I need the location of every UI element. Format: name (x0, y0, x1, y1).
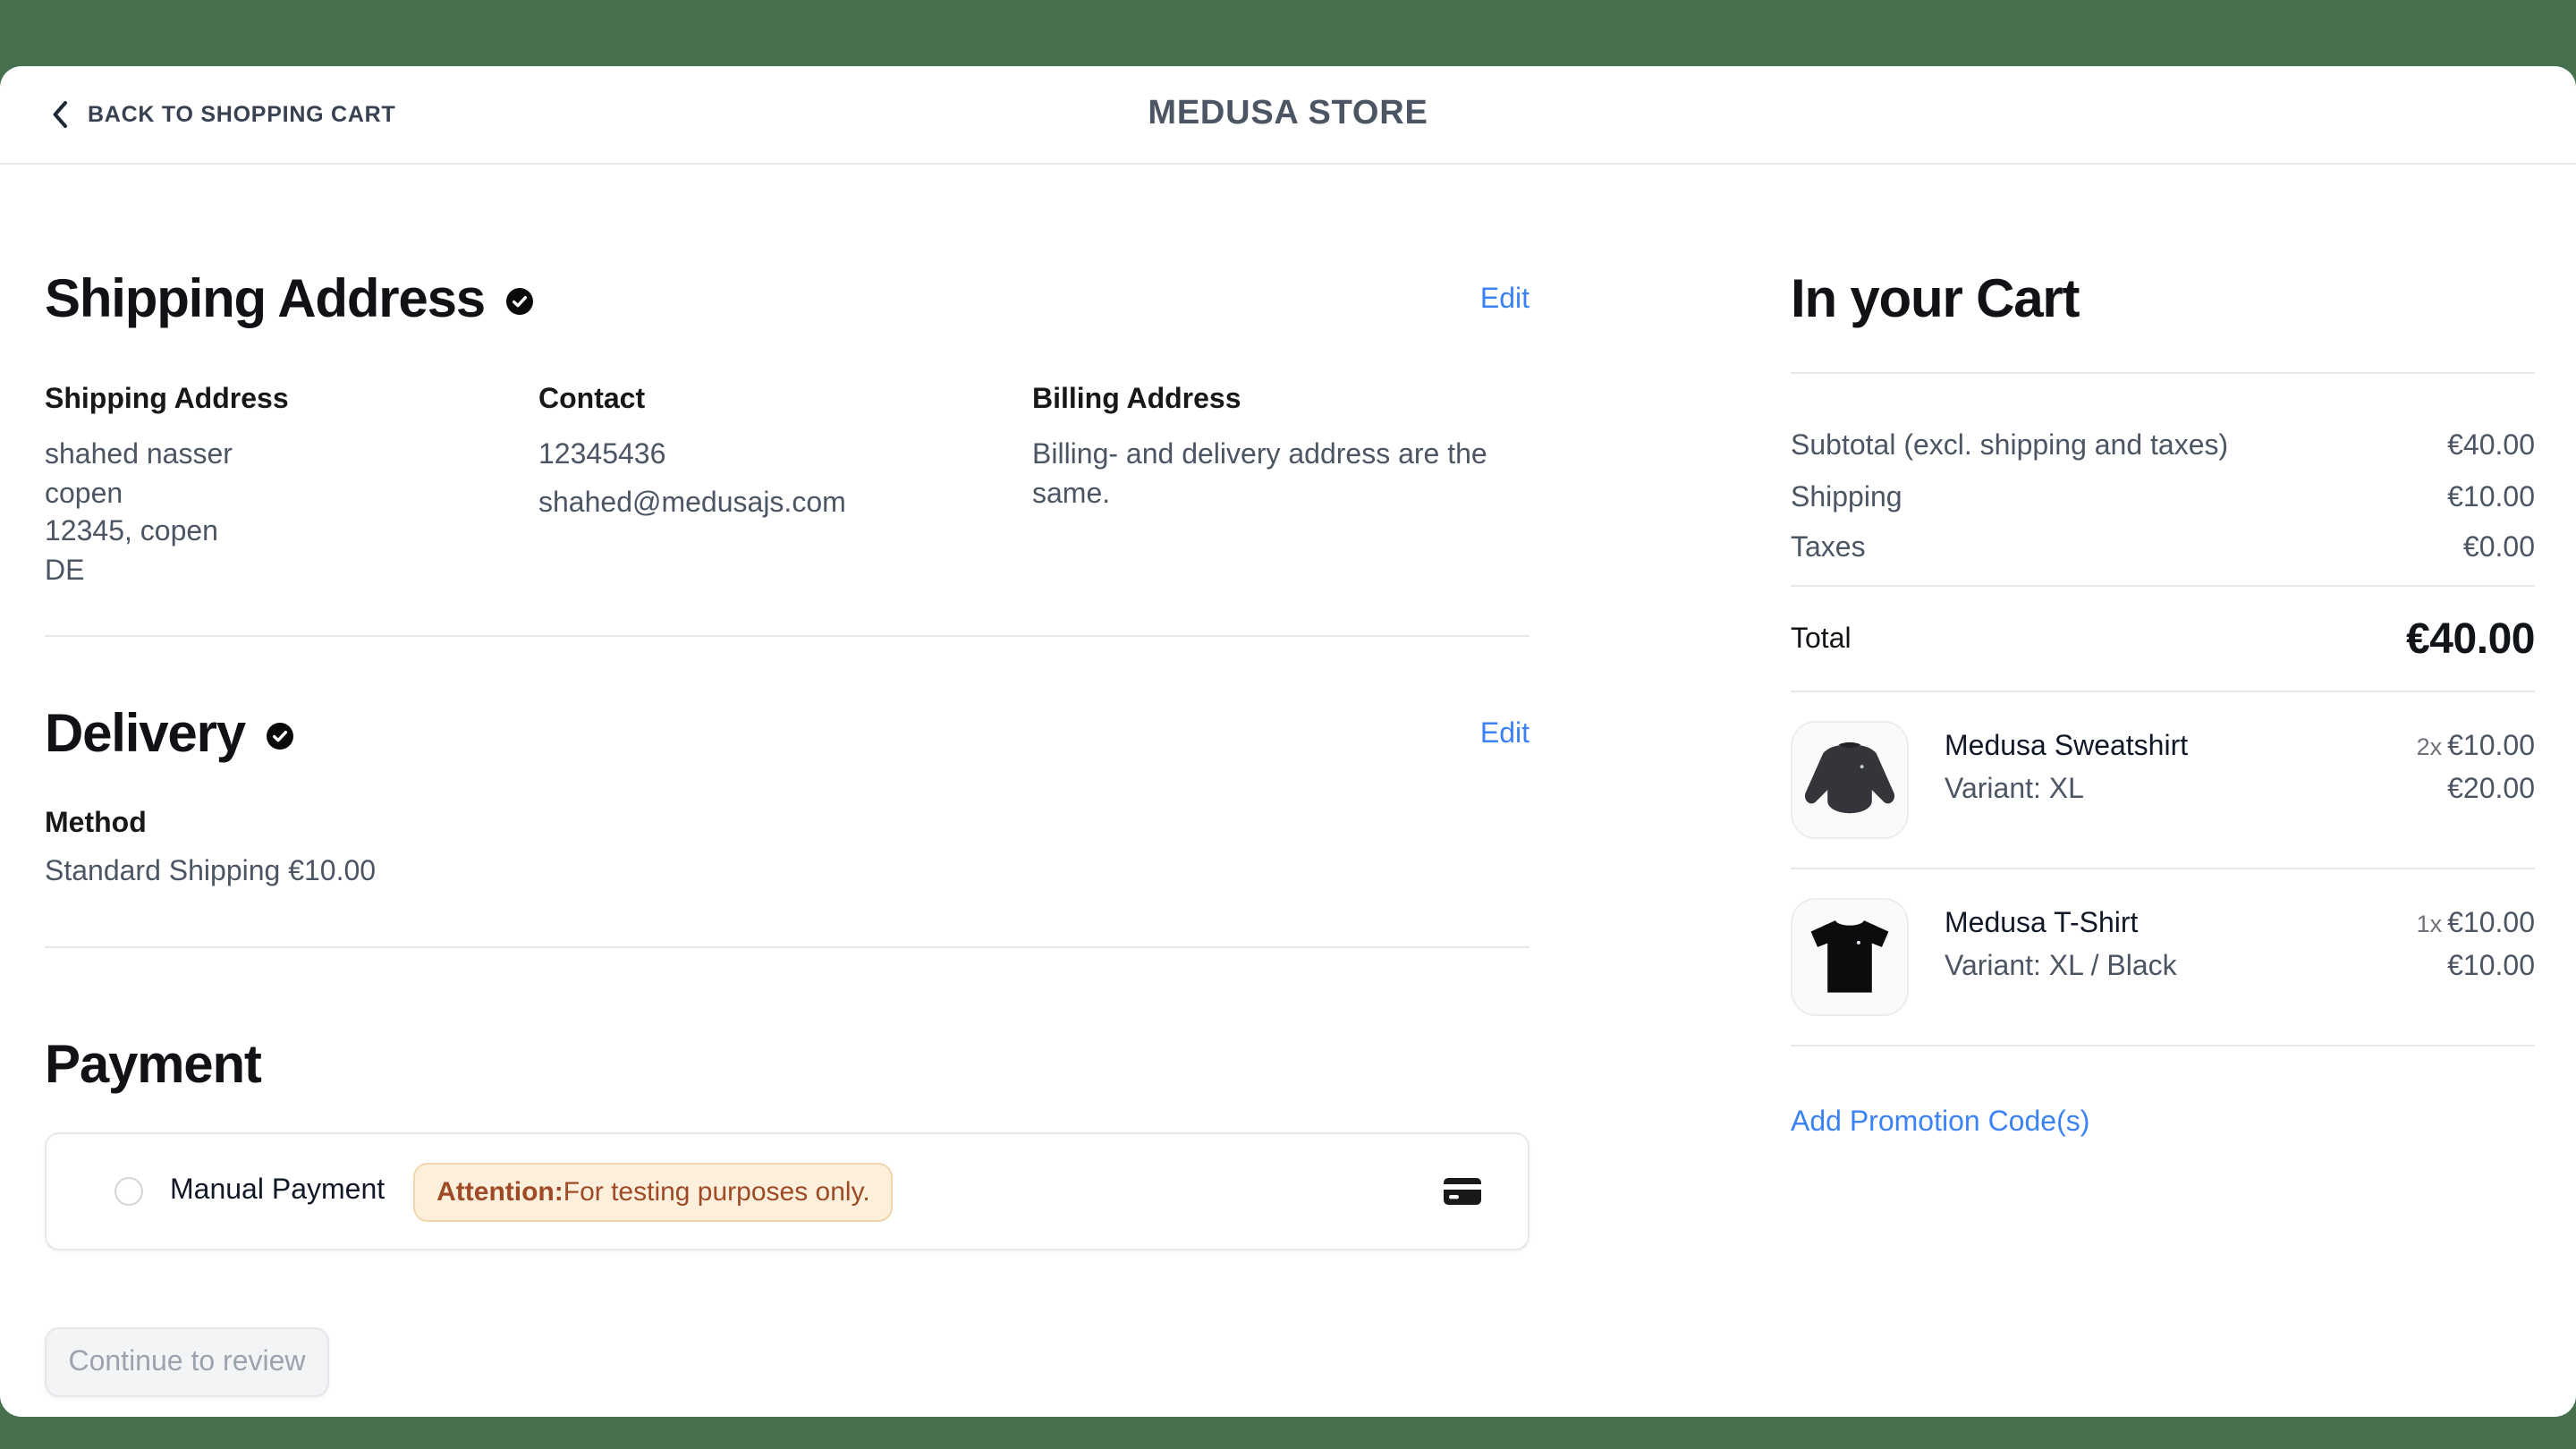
contact-column: Contact 12345436 shahed@medusajs.com (538, 381, 1032, 590)
item-name: Medusa Sweatshirt (1945, 731, 2189, 761)
chevron-left-icon (52, 100, 68, 129)
subtotal-label: Subtotal (excl. shipping and taxes) (1791, 431, 2229, 462)
delivery-method-summary: Method Standard Shipping €10.00 (45, 805, 1530, 891)
sweatshirt-image (1794, 724, 1905, 835)
contact-phone: 12345436 (538, 440, 666, 470)
total-value: €40.00 (2406, 614, 2535, 663)
method-value: Standard Shipping €10.00 (45, 857, 377, 887)
attention-badge-text: For testing purposes only. (563, 1176, 870, 1207)
contact-label: Contact (538, 385, 646, 415)
address-line: copen (45, 479, 123, 509)
payment-radio[interactable] (114, 1177, 143, 1206)
add-promotion-code-link[interactable]: Add Promotion Code(s) (1791, 1106, 2090, 1137)
cart-summary: In your Cart Subtotal (excl. shipping an… (1791, 165, 2535, 1397)
back-to-cart-link[interactable]: BACK TO SHOPPING CART (52, 100, 396, 129)
store-title: MEDUSA STORE (1148, 95, 1428, 132)
cart-divider (1791, 584, 2535, 586)
section-divider (45, 946, 1530, 948)
item-variant: Variant: XL / Black (1945, 951, 2177, 981)
item-unit-price: €10.00 (2447, 908, 2535, 938)
delivery-title: Delivery (45, 705, 246, 764)
item-quantity: 1x (2416, 910, 2443, 936)
back-link-label: BACK TO SHOPPING CART (88, 102, 396, 127)
method-label: Method (45, 809, 147, 839)
item-line-total: €10.00 (2447, 951, 2535, 981)
shipping-row: Shipping €10.00 (1791, 479, 2535, 517)
credit-card-icon (1444, 1177, 1481, 1206)
address-line: shahed nasser (45, 440, 233, 470)
shipping-address-column: Shipping Address shahed nasser copen 123… (45, 381, 538, 590)
attention-badge-strong: Attention: (436, 1176, 564, 1207)
section-divider (45, 635, 1530, 637)
cart-divider (1791, 867, 2535, 869)
cart-divider (1791, 1044, 2535, 1046)
billing-column: Billing Address Billing- and delivery ad… (1032, 381, 1526, 590)
billing-same-text: Billing- and delivery address are the sa… (1032, 440, 1487, 510)
contact-email: shahed@medusajs.com (538, 487, 846, 518)
subtotal-row: Subtotal (excl. shipping and taxes) €40.… (1791, 428, 2535, 466)
shipping-label: Shipping (1791, 482, 1902, 513)
total-label: Total (1791, 623, 1852, 654)
taxes-row: Taxes €0.00 (1791, 530, 2535, 568)
edit-shipping-link[interactable]: Edit (1479, 284, 1530, 315)
payment-option-label: Manual Payment (170, 1175, 386, 1206)
taxes-value: €0.00 (2462, 533, 2535, 564)
address-summary: Shipping Address shahed nasser copen 123… (45, 381, 1530, 590)
total-row: Total €40.00 (1791, 613, 2535, 666)
continue-to-review-button[interactable]: Continue to review (45, 1327, 329, 1397)
site-header: BACK TO SHOPPING CART MEDUSA STORE (0, 66, 2576, 165)
item-name: Medusa T-Shirt (1945, 908, 2139, 938)
item-prices: 1x €10.00 €10.00 (2417, 897, 2535, 1015)
cart-totals: Subtotal (excl. shipping and taxes) €40.… (1791, 428, 2535, 568)
attention-badge: Attention: For testing purposes only. (413, 1162, 894, 1221)
shipping-title: Shipping Address (45, 270, 486, 329)
item-unit-price: €10.00 (2447, 731, 2535, 761)
taxes-label: Taxes (1791, 533, 1866, 564)
cart-divider (1791, 690, 2535, 691)
address-line: 12345, copen (45, 517, 218, 547)
shipping-address-label: Shipping Address (45, 385, 289, 415)
payment-option-manual[interactable]: Manual Payment Attention: For testing pu… (45, 1132, 1530, 1250)
check-circle-icon (505, 287, 533, 323)
tshirt-image (1794, 901, 1905, 1012)
subtotal-value: €40.00 (2447, 431, 2535, 462)
cart-item-tshirt: Medusa T-Shirt Variant: XL / Black 1x €10… (1791, 869, 2535, 1044)
shipping-value: €10.00 (2447, 482, 2535, 513)
item-prices: 2x €10.00 €20.00 (2417, 720, 2535, 838)
product-thumbnail (1791, 897, 1909, 1015)
storefront-window: BACK TO SHOPPING CART MEDUSA STORE Shipp… (0, 66, 2576, 1417)
payment-section-header: Payment (45, 1032, 1530, 1100)
item-info: Medusa T-Shirt Variant: XL / Black (1945, 897, 2177, 1015)
cart-item-sweatshirt: Medusa Sweatshirt Variant: XL 2x €10.00 €… (1791, 691, 2535, 867)
shipping-section-header: Shipping Address Edit (45, 267, 1530, 335)
cart-title: In your Cart (1791, 270, 2080, 329)
payment-title: Payment (45, 1036, 262, 1095)
delivery-section-header: Delivery Edit (45, 701, 1530, 769)
check-circle-icon (266, 722, 293, 758)
item-line-total: €20.00 (2447, 774, 2535, 804)
product-thumbnail (1791, 720, 1909, 838)
checkout-content: Shipping Address Edit Shipping Address s… (0, 165, 2576, 1397)
checkout-steps: Shipping Address Edit Shipping Address s… (45, 165, 1530, 1397)
item-quantity: 2x (2416, 733, 2443, 759)
edit-delivery-link[interactable]: Edit (1479, 719, 1530, 750)
item-info: Medusa Sweatshirt Variant: XL (1945, 720, 2188, 838)
item-variant: Variant: XL (1945, 774, 2084, 804)
address-line: DE (45, 555, 85, 586)
cart-divider (1791, 372, 2535, 374)
billing-label: Billing Address (1032, 385, 1241, 415)
